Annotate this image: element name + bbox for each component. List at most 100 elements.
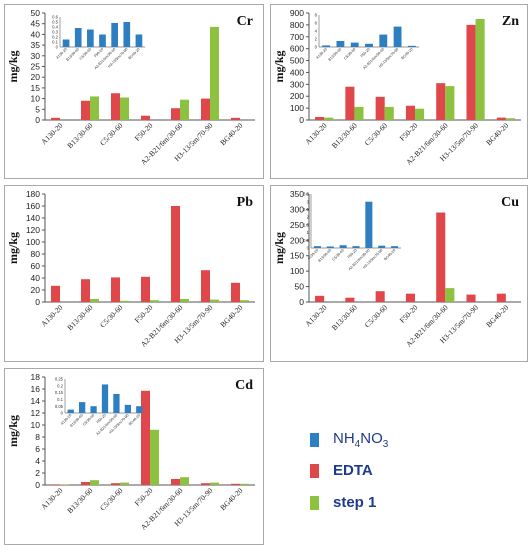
- x-tick-label-f50-20: F50-20: [133, 486, 155, 508]
- x-tick-label-a130-20: A130-20: [39, 486, 64, 511]
- inset-y-tick-label: 1: [307, 230, 310, 235]
- y-axis-label: mg/kg: [6, 232, 20, 264]
- x-tick-label-b13-30-60: B13/30-60: [65, 486, 94, 515]
- y-tick-label: 350: [290, 189, 304, 199]
- bar-cd-step1-h3-13-5m-70-90: [210, 482, 219, 485]
- y-tick-label: 10: [31, 420, 41, 430]
- y-tick-label: 20: [31, 285, 41, 295]
- x-tick-label-b13-30-60: B13/30-60: [65, 121, 94, 150]
- bar-zn-edta-bg40-20: [496, 117, 506, 120]
- inset-y-tick-label: 3: [307, 199, 310, 204]
- chart-panel-cd: 0 2 4 6 8 10 12 14 16 18 mg/kg Cd A130-20 B13/30-60 C5…: [4, 368, 264, 545]
- inset-y-tick-label: 0.5: [52, 20, 58, 25]
- inset-bar-zn-a2-b21-6m-30-60: [379, 34, 388, 47]
- chart-panel-cr: 0 5 10 15 20 25 30 35 40 45 50 mg/kg Cr A130-20 B13/30…: [4, 4, 264, 179]
- bar-pb-step1-bg40-20: [240, 300, 249, 302]
- x-tick-label-c5-30-60: C5/30-60: [363, 121, 390, 148]
- inset-x-tick-label: A130-20: [315, 47, 327, 59]
- element-label: Cr: [237, 14, 253, 29]
- inset-bar-cr-b13-30-60: [74, 28, 82, 47]
- bar-cr-edta-bg40-20: [231, 117, 240, 120]
- x-tick-label-bg40-20: BG40-20: [218, 486, 244, 512]
- inset-y-tick-label: 0: [61, 411, 64, 416]
- y-tick-label: 80: [31, 249, 41, 259]
- element-label: Cu: [501, 195, 519, 210]
- x-tick-label-bg40-20: BG40-20: [484, 121, 510, 147]
- x-tick-label-c5-30-60: C5/30-60: [98, 486, 125, 513]
- inset-bar-cu-a2-b21-6m-30-60: [365, 201, 373, 248]
- bar-cu-edta-c5-30-60: [375, 291, 385, 302]
- y-tick-label: 5: [35, 104, 40, 114]
- y-tick-label: 100: [290, 103, 304, 113]
- y-tick-label: 30: [31, 51, 41, 61]
- inset-bar-cr-f50-20: [99, 34, 106, 47]
- inset-bar-cr-bg40-20: [135, 34, 143, 47]
- bar-pb-step1-h3-13-5m-70-90: [210, 299, 219, 302]
- inset-x-tick-label: F50-20: [347, 248, 358, 259]
- bar-cd-edta-b13-30-60: [81, 482, 90, 485]
- bar-pb-step1-b13-30-60: [90, 299, 99, 302]
- y-tick-label: 500: [290, 56, 304, 66]
- bar-pb-edta-f50-20: [141, 276, 150, 302]
- bar-cd-edta-h3-13-5m-70-90: [201, 483, 210, 485]
- inset-bar-cu-h3-13-5m-70-90: [378, 245, 386, 248]
- y-tick-label: 140: [26, 213, 40, 223]
- bar-zn-edta-a2-b21-6m-30-60: [436, 83, 446, 120]
- inset-x-tick-label: BG40-20: [383, 248, 396, 261]
- y-tick-label: 0: [35, 480, 40, 490]
- inset-x-tick-label: F50-20: [93, 47, 104, 58]
- bar-cd-edta-a2-b21-6m-30-60: [171, 479, 180, 485]
- y-tick-label: 10: [31, 94, 41, 104]
- inset-y-tick-label: 0.4: [52, 25, 58, 30]
- inset-bar-cd-a2-b21-6m-30-60: [113, 393, 120, 413]
- inset-x-tick-label: F50-20: [360, 47, 371, 58]
- bar-zn-step1-h3-13-5m-70-90: [475, 18, 485, 121]
- inset-bar-zn-a130-20: [322, 45, 331, 47]
- inset-y-tick-label: 8: [315, 13, 318, 18]
- y-tick-label: 0: [35, 297, 40, 307]
- inset-bar-cd-f50-20: [101, 384, 109, 413]
- inset-bar-cu-b13-30-60: [326, 246, 334, 248]
- bar-pb-step1-f50-20: [150, 300, 159, 302]
- y-tick-label: 160: [26, 201, 40, 211]
- bar-pb-edta-a2-b21-6m-30-60: [171, 206, 180, 302]
- legend-label-step1: step 1: [333, 494, 377, 511]
- inset-bar-cu-a130-20: [313, 246, 321, 248]
- y-axis-label: mg/kg: [272, 232, 286, 264]
- bar-zn-step1-c5-30-60: [384, 106, 394, 120]
- inset-bar-zn-c5-30-60: [350, 42, 359, 47]
- inset-x-tick-label: C5/30-60: [343, 47, 356, 60]
- y-tick-label: 600: [290, 44, 304, 54]
- x-tick-label-f50-20: F50-20: [398, 303, 420, 325]
- y-tick-label: 250: [290, 220, 304, 230]
- bar-cr-edta-c5-30-60: [111, 93, 120, 120]
- y-tick-label: 100: [290, 266, 304, 276]
- inset-y-tick-label: 0.3: [52, 30, 58, 35]
- x-tick-label-b13-30-60: B13/30-60: [330, 303, 359, 332]
- bar-cr-step1-h3-13-5m-70-90: [210, 26, 219, 120]
- inset-y-tick-label: 0.1: [52, 40, 58, 45]
- bar-pb-edta-bg40-20: [231, 282, 240, 302]
- bar-cu-edta-b13-30-60: [345, 297, 355, 302]
- inset-y-tick-label: 0: [56, 45, 59, 50]
- x-tick-label-c5-30-60: C5/30-60: [363, 303, 390, 330]
- y-axis-label: mg/kg: [6, 415, 20, 447]
- inset-y-tick-label: 2.5: [303, 207, 309, 212]
- inset-y-tick-label: 6: [315, 21, 318, 26]
- y-tick-label: 18: [31, 372, 41, 382]
- inset-y-tick-label: 2: [315, 37, 318, 42]
- y-tick-label: 45: [31, 19, 41, 29]
- inset-x-tick-label: C5/30-60: [332, 248, 345, 261]
- inset-bar-cd-h3-13-5m-70-90: [124, 404, 131, 413]
- bar-cd-step1-bg40-20: [240, 483, 249, 485]
- bar-pb-edta-h3-13-5m-70-90: [201, 270, 210, 302]
- legend-item-step1: step 1: [310, 494, 376, 511]
- y-tick-label: 700: [290, 32, 304, 42]
- bar-cu-edta-bg40-20: [496, 293, 506, 302]
- inset-bar-cr-h3-13-5m-70-90: [123, 22, 131, 47]
- legend-label-nh4no3: NH4NO3: [333, 430, 389, 450]
- x-tick-label-f50-20: F50-20: [133, 303, 155, 325]
- chart-panel-cu: 0 50 100 150 200 250 300 350 mg/kg Cu A130-20 B13/3…: [270, 185, 528, 362]
- inset-bar-zn-bg40-20: [407, 45, 416, 47]
